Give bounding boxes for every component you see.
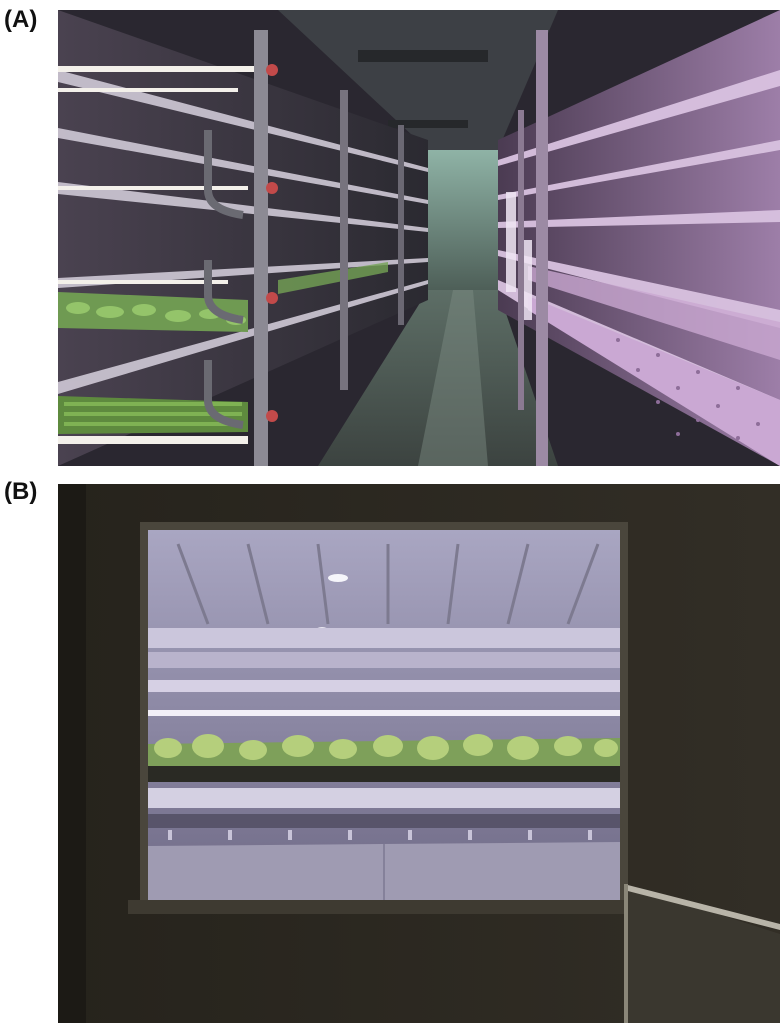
growing-room-window-photo [58,484,780,1023]
vertical-farm-aisle-photo [58,10,780,466]
aisle-illustration [58,10,780,466]
panel-b-label: (B) [4,478,38,505]
panel-a-label: (A) [4,6,38,33]
window-illustration [58,484,780,1023]
